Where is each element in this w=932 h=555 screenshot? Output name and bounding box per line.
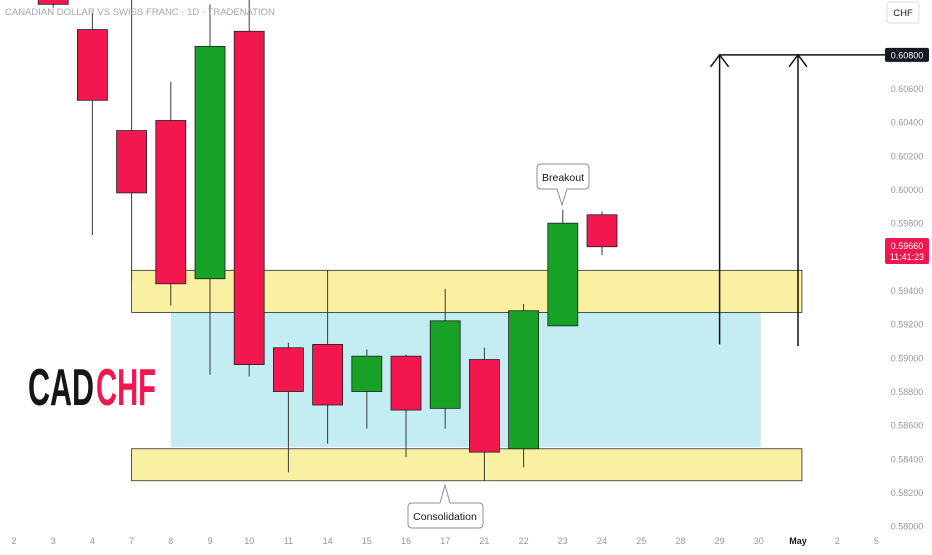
bearish-candle-body — [233, 30, 265, 365]
bullish-candle-body — [351, 355, 383, 392]
time-tick-label: 9 — [207, 536, 212, 546]
candle-2 — [77, 12, 108, 235]
projection-arrow-1 — [709, 53, 730, 345]
time-tick-label: 23 — [558, 536, 568, 546]
bullish-candle-body — [508, 310, 540, 450]
bearish-candle-body — [312, 343, 344, 406]
breakout-callout-box — [536, 163, 590, 207]
candle-1 — [37, 0, 69, 8]
projection-arrow-2 — [788, 53, 808, 347]
time-tick-label: 4 — [90, 536, 95, 546]
time-tick-label: 5 — [874, 536, 879, 546]
price-axis[interactable]: 0.60600 0.60400 0.60200 0.60000 0.59800 0.594… — [891, 84, 924, 532]
candle-3 — [116, 0, 147, 281]
time-tick-label: 29 — [715, 536, 725, 546]
current-price-tag: 0.59660 11:41:23 — [885, 238, 929, 264]
candle-8 — [312, 270, 344, 444]
time-tick-label: 15 — [362, 536, 372, 546]
candle-13 — [508, 303, 540, 468]
consolidation-label: Consolidation — [413, 511, 477, 523]
breakout-label: Breakout — [542, 172, 584, 184]
time-tick-label: 14 — [323, 536, 333, 546]
price-tick-label: 0.60400 — [891, 118, 924, 128]
bullish-candle-body — [547, 222, 579, 327]
price-tick-label: 0.60000 — [891, 185, 924, 195]
candle-9 — [351, 349, 383, 429]
candle-10 — [390, 354, 422, 458]
time-tick-label: 28 — [675, 536, 685, 546]
zones-layer — [131, 269, 803, 482]
time-tick-label: 2 — [835, 536, 840, 546]
time-tick-label: 24 — [597, 536, 607, 546]
candle-12 — [468, 347, 500, 481]
candle-5 — [194, 4, 226, 375]
price-tick-label: 0.60600 — [891, 84, 924, 94]
price-tick-label: 0.59400 — [891, 286, 924, 296]
bearish-candle-body — [155, 120, 187, 285]
bar-countdown-label: 11:41:23 — [890, 252, 924, 262]
current-price-tag-background — [885, 238, 929, 264]
bullish-candle-body — [194, 46, 226, 280]
time-axis[interactable]: 2 3 4 7 8 9 10 11 14 15 16 17 21 22 23 24 25 28 29 30 May 2 5 — [11, 536, 878, 546]
arrow-head — [788, 53, 808, 68]
support-zone — [131, 448, 803, 482]
candle-6 — [233, 0, 265, 377]
candle-7 — [272, 342, 304, 473]
resistance-zone — [131, 269, 803, 313]
candle-11 — [429, 288, 461, 429]
watermark-quote: CHF — [96, 359, 156, 417]
time-tick-label: 25 — [636, 536, 646, 546]
time-tick-label: 22 — [519, 536, 529, 546]
time-tick-label: 7 — [129, 536, 134, 546]
time-tick-label: 30 — [754, 536, 764, 546]
price-tick-label: 0.58800 — [891, 387, 924, 397]
bearish-candle-body — [468, 359, 500, 453]
price-tick-label: 0.58600 — [891, 421, 924, 431]
chart-title: CANADIAN DOLLAR VS SWISS FRANC · 1D · TR… — [5, 7, 275, 18]
currency-label[interactable]: CHF — [893, 8, 913, 19]
time-tick-label: 8 — [168, 536, 173, 546]
price-tick-label: 0.59200 — [891, 320, 924, 330]
bullish-candle-body — [429, 320, 461, 409]
time-tick-label: 21 — [479, 536, 489, 546]
target-tag-background — [885, 47, 929, 62]
consolidation-callout: Consolidation — [407, 483, 484, 529]
bearish-candle-body — [390, 355, 422, 411]
price-tick-label: 0.58000 — [891, 522, 924, 532]
bearish-candle-body — [272, 347, 304, 392]
time-tick-label: 3 — [51, 536, 56, 546]
candle-15 — [586, 211, 618, 256]
bearish-candle-body — [586, 214, 618, 248]
candle-14 — [547, 209, 579, 327]
currency-button-frame[interactable] — [886, 1, 920, 24]
currency-button[interactable]: CHF — [886, 1, 920, 24]
price-tick-label: 0.59000 — [891, 353, 924, 363]
bearish-candle-body — [77, 29, 108, 101]
time-tick-label: May — [789, 536, 807, 546]
price-tick-label: 0.60200 — [891, 151, 924, 161]
candle-4 — [155, 81, 187, 306]
time-tick-label: 11 — [284, 536, 293, 546]
arrow-head — [709, 53, 730, 68]
watermark-base: CAD — [28, 359, 94, 417]
watermark: CAD CHF — [28, 359, 156, 417]
bearish-candle-body — [37, 0, 69, 5]
time-tick-label: 2 — [11, 536, 16, 546]
candles-layer — [37, 0, 618, 481]
target-price-tag: 0.60800 — [885, 47, 929, 62]
consolidation-zone — [170, 312, 761, 448]
price-tick-label: 0.58200 — [891, 488, 924, 498]
consolidation-callout-box — [407, 483, 484, 529]
time-tick-label: 10 — [244, 536, 254, 546]
bearish-candle-body — [116, 130, 147, 194]
price-tick-label: 0.58400 — [891, 454, 924, 464]
time-tick-label: 17 — [440, 536, 450, 546]
time-tick-label: 16 — [401, 536, 411, 546]
current-price-label: 0.59660 — [891, 241, 924, 251]
projection-arrows — [709, 53, 885, 347]
target-price-label: 0.60800 — [891, 50, 924, 60]
price-tick-label: 0.59800 — [891, 219, 924, 229]
breakout-callout: Breakout — [536, 163, 590, 207]
